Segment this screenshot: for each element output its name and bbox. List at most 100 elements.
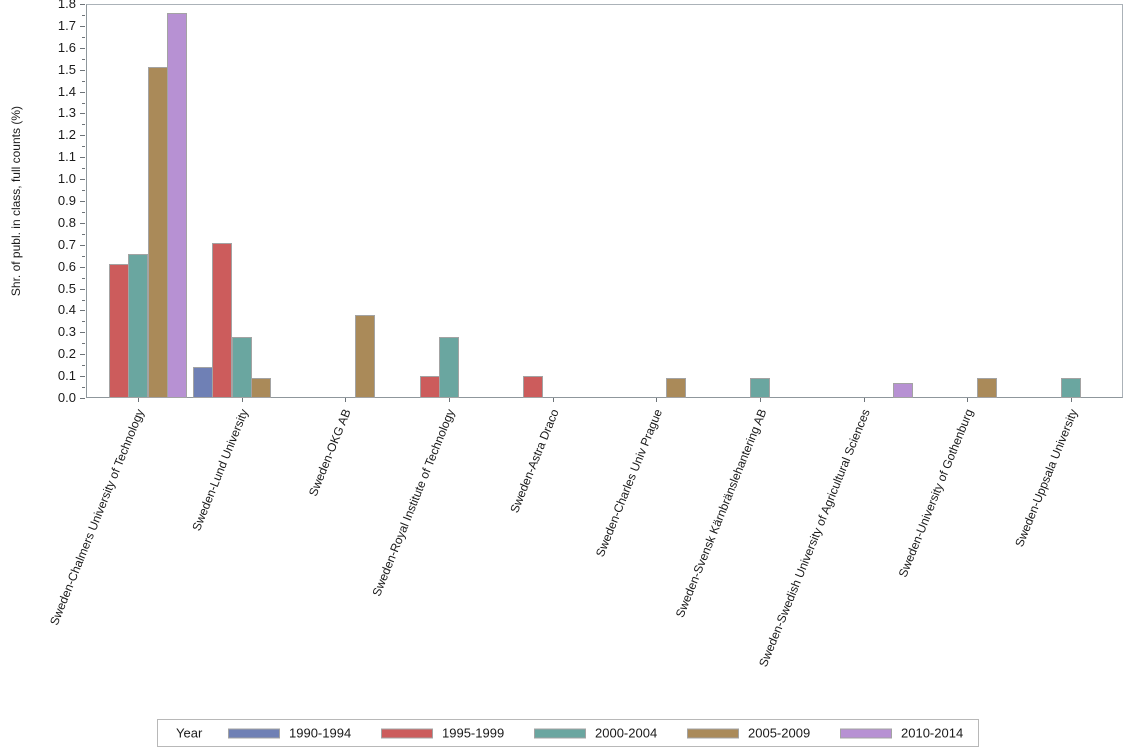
legend-swatch-icon	[228, 728, 280, 738]
bar-2000-2004-7	[750, 378, 770, 398]
y-axis-minor-tick	[82, 212, 85, 213]
y-axis-major-tick	[80, 48, 85, 49]
y-axis-tick-label: 0.6	[57, 259, 76, 274]
legend-label: 2010-2014	[901, 725, 964, 741]
y-axis-tick-label: 1.3	[57, 105, 76, 120]
y-axis-title: Shr. of publ. in class, full counts (%)	[9, 105, 23, 297]
y-axis-title-wrap: Shr. of publ. in class, full counts (%)	[8, 4, 24, 398]
y-axis-major-tick	[80, 113, 85, 114]
y-axis-tick-label: 0.9	[57, 193, 76, 208]
legend-entry-1990-1994: 1990-1994	[228, 726, 351, 741]
y-axis-minor-tick	[82, 190, 85, 191]
y-axis-tick-label: 1.2	[57, 127, 76, 142]
y-axis-major-tick	[80, 245, 85, 246]
y-axis-major-tick	[80, 70, 85, 71]
y-axis-minor-tick	[82, 168, 85, 169]
x-axis-tick	[967, 398, 968, 402]
x-axis-tick	[553, 398, 554, 402]
bar-1995-1999-5	[523, 376, 543, 398]
x-axis-category-label: Sweden-Charles Univ Prague	[592, 407, 665, 559]
y-axis-minor-tick	[82, 15, 85, 16]
bar-2000-2004-2	[232, 337, 252, 398]
y-axis-major-tick	[80, 26, 85, 27]
legend-title: Year	[176, 725, 203, 741]
legend-entry-2000-2004: 2000-2004	[534, 726, 657, 741]
x-axis-tick	[345, 398, 346, 402]
bar-1995-1999-4	[420, 376, 440, 398]
x-axis-category-label: Sweden-Chalmers University of Technology	[47, 407, 147, 628]
y-axis-minor-tick	[82, 124, 85, 125]
y-axis-tick-label: 0.7	[57, 237, 76, 252]
y-axis-tick-label: 1.5	[57, 62, 76, 77]
y-axis-tick-label: 0.5	[57, 281, 76, 296]
legend-swatch-icon	[381, 728, 433, 738]
y-axis-minor-tick	[82, 321, 85, 322]
legend-label: 1990-1994	[289, 725, 352, 741]
bar-2000-2004-4	[439, 337, 459, 398]
bar-2005-2009-1	[148, 67, 168, 398]
x-axis-category-label: Sweden-OKG AB	[306, 407, 354, 499]
y-axis-tick-label: 0.1	[57, 368, 76, 383]
legend-label: 2005-2009	[748, 725, 811, 741]
y-axis-minor-tick	[82, 59, 85, 60]
plot-area	[86, 4, 1123, 398]
bar-2010-2014-8	[893, 383, 913, 398]
bar-1995-1999-1	[109, 264, 129, 398]
legend-swatch-icon	[687, 728, 739, 738]
x-axis-category-label: Sweden-University of Gothenburg	[895, 407, 976, 580]
y-axis-major-tick	[80, 376, 85, 377]
bar-2005-2009-2	[251, 378, 271, 398]
y-axis-minor-tick	[82, 37, 85, 38]
legend-swatch-icon	[534, 728, 586, 738]
y-axis-major-tick	[80, 135, 85, 136]
x-axis-tick	[760, 398, 761, 402]
legend-entry-1995-1999: 1995-1999	[381, 726, 504, 741]
y-axis-major-tick	[80, 398, 85, 399]
y-axis-minor-tick	[82, 343, 85, 344]
legend-swatch-icon	[840, 728, 892, 738]
x-axis-category-label: Sweden-Swedish University of Agricultura…	[756, 407, 873, 669]
bar-2005-2009-9	[977, 378, 997, 398]
bar-2005-2009-6	[666, 378, 686, 398]
x-axis-tick	[242, 398, 243, 402]
y-axis-minor-tick	[82, 103, 85, 104]
y-axis-major-tick	[80, 4, 85, 5]
y-axis-major-tick	[80, 267, 85, 268]
legend: Year 1990-1994 1995-1999 2000-2004 2005-200…	[157, 719, 979, 747]
y-axis-minor-tick	[82, 146, 85, 147]
y-axis-major-tick	[80, 223, 85, 224]
x-axis-tick	[1071, 398, 1072, 402]
bar-1995-1999-2	[212, 243, 232, 398]
y-axis-minor-tick	[82, 365, 85, 366]
x-axis-category-label: Sweden-Uppsala University	[1011, 407, 1080, 549]
y-axis-tick-label: 0.0	[57, 390, 76, 405]
y-axis-major-tick	[80, 201, 85, 202]
x-axis-category-label: Sweden-Lund University	[189, 407, 251, 533]
y-axis-tick-label: 1.1	[57, 149, 76, 164]
x-axis-tick	[864, 398, 865, 402]
x-axis-tick	[656, 398, 657, 402]
legend-label: 2000-2004	[595, 725, 658, 741]
y-axis-tick-label: 1.8	[57, 0, 76, 11]
legend-entry-2010-2014: 2010-2014	[840, 726, 963, 741]
y-axis-tick-label: 0.4	[57, 302, 76, 317]
legend-label: 1995-1999	[442, 725, 505, 741]
y-axis-major-tick	[80, 332, 85, 333]
y-axis-major-tick	[80, 354, 85, 355]
y-axis-tick-label: 1.6	[57, 40, 76, 55]
y-axis-major-tick	[80, 157, 85, 158]
bar-2005-2009-3	[355, 315, 375, 398]
y-axis-tick-label: 1.7	[57, 18, 76, 33]
x-axis-category-label: Sweden-Royal Institute of Technology	[369, 407, 458, 599]
y-axis-minor-tick	[82, 81, 85, 82]
y-axis-tick-label: 1.4	[57, 84, 76, 99]
y-axis-minor-tick	[82, 387, 85, 388]
y-axis-minor-tick	[82, 256, 85, 257]
y-axis-tick-label: 0.2	[57, 346, 76, 361]
y-axis-minor-tick	[82, 300, 85, 301]
bar-2000-2004-10	[1061, 378, 1081, 398]
bar-1990-1994-2	[193, 367, 213, 398]
y-axis-major-tick	[80, 92, 85, 93]
bar-2000-2004-1	[128, 254, 148, 398]
